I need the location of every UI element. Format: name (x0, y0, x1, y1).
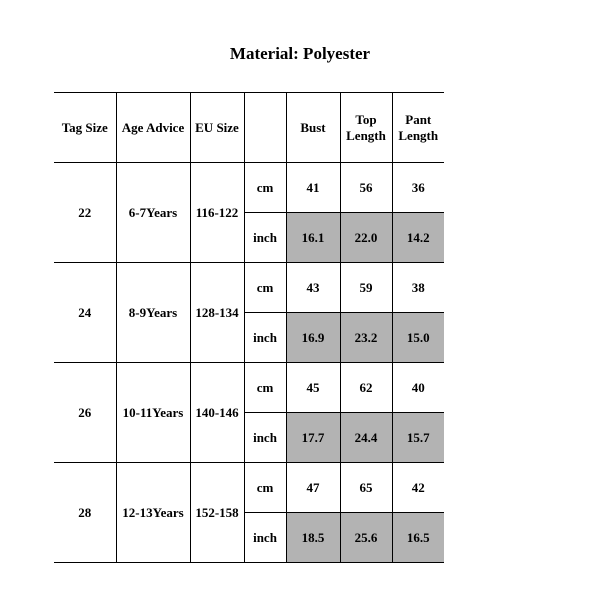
table-row: 28 12-13Years 152-158 cm 47 65 42 (54, 463, 444, 513)
cell-top: 23.2 (340, 313, 392, 363)
col-header-pant: Pant Length (392, 93, 444, 163)
table-row: 22 6-7Years 116-122 cm 41 56 36 (54, 163, 444, 213)
cell-eu: 152-158 (190, 463, 244, 563)
cell-age: 6-7Years (116, 163, 190, 263)
cell-top: 65 (340, 463, 392, 513)
cell-tag: 22 (54, 163, 116, 263)
cell-pant: 42 (392, 463, 444, 513)
cell-bust: 41 (286, 163, 340, 213)
cell-pant: 15.0 (392, 313, 444, 363)
cell-pant: 40 (392, 363, 444, 413)
cell-bust: 16.9 (286, 313, 340, 363)
cell-unit-cm: cm (244, 163, 286, 213)
col-header-tag: Tag Size (54, 93, 116, 163)
cell-eu: 116-122 (190, 163, 244, 263)
col-header-top: Top Length (340, 93, 392, 163)
cell-bust: 43 (286, 263, 340, 313)
page-title: Material: Polyester (0, 0, 600, 92)
cell-top: 62 (340, 363, 392, 413)
cell-bust: 47 (286, 463, 340, 513)
cell-bust: 18.5 (286, 513, 340, 563)
size-table: Tag Size Age Advice EU Size Bust Top Len… (54, 92, 444, 563)
table-row: 26 10-11Years 140-146 cm 45 62 40 (54, 363, 444, 413)
cell-age: 10-11Years (116, 363, 190, 463)
cell-eu: 128-134 (190, 263, 244, 363)
page: Material: Polyester Tag Size Age Advice … (0, 0, 600, 600)
cell-eu: 140-146 (190, 363, 244, 463)
cell-unit-cm: cm (244, 363, 286, 413)
cell-top: 25.6 (340, 513, 392, 563)
cell-unit-inch: inch (244, 513, 286, 563)
cell-pant: 14.2 (392, 213, 444, 263)
cell-top: 59 (340, 263, 392, 313)
cell-tag: 26 (54, 363, 116, 463)
cell-age: 12-13Years (116, 463, 190, 563)
cell-pant: 36 (392, 163, 444, 213)
table-header-row: Tag Size Age Advice EU Size Bust Top Len… (54, 93, 444, 163)
cell-top: 22.0 (340, 213, 392, 263)
cell-top: 24.4 (340, 413, 392, 463)
cell-pant: 16.5 (392, 513, 444, 563)
cell-unit-inch: inch (244, 313, 286, 363)
cell-age: 8-9Years (116, 263, 190, 363)
cell-tag: 28 (54, 463, 116, 563)
cell-tag: 24 (54, 263, 116, 363)
cell-bust: 17.7 (286, 413, 340, 463)
col-header-bust: Bust (286, 93, 340, 163)
cell-unit-cm: cm (244, 263, 286, 313)
cell-unit-inch: inch (244, 413, 286, 463)
col-header-age: Age Advice (116, 93, 190, 163)
cell-unit-cm: cm (244, 463, 286, 513)
table-row: 24 8-9Years 128-134 cm 43 59 38 (54, 263, 444, 313)
cell-pant: 38 (392, 263, 444, 313)
cell-bust: 45 (286, 363, 340, 413)
cell-bust: 16.1 (286, 213, 340, 263)
cell-top: 56 (340, 163, 392, 213)
cell-pant: 15.7 (392, 413, 444, 463)
col-header-eu: EU Size (190, 93, 244, 163)
col-header-unit (244, 93, 286, 163)
cell-unit-inch: inch (244, 213, 286, 263)
